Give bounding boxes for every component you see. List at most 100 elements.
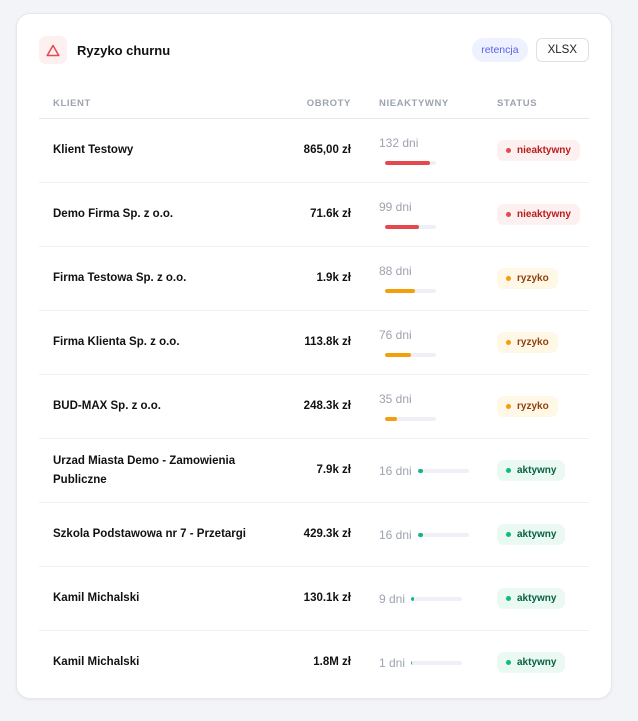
inactivity: 88 dni bbox=[379, 264, 497, 293]
col-turnover: OBROTY bbox=[263, 88, 357, 119]
inactivity-bar bbox=[385, 161, 436, 165]
table-row[interactable]: Klient Testowy 865,00 zł 132 dni nieakty… bbox=[39, 118, 589, 183]
turnover: 130.1k zł bbox=[263, 566, 357, 631]
status-label: nieaktywny bbox=[517, 209, 571, 220]
inactive-days: 99 dni bbox=[379, 200, 412, 214]
status-badge: ryzyko bbox=[497, 332, 558, 353]
col-status: STATUS bbox=[497, 88, 589, 119]
inactivity-bar bbox=[385, 225, 436, 229]
col-inactive: NIEAKTYWNY bbox=[357, 88, 497, 119]
inactive-days: 16 dni bbox=[379, 463, 412, 478]
inactive-days: 35 dni bbox=[379, 392, 412, 406]
card-header: Ryzyko churnu retencja XLSX bbox=[39, 36, 589, 64]
table-row[interactable]: Demo Firma Sp. z o.o. 71.6k zł 99 dni ni… bbox=[39, 182, 589, 247]
turnover: 113.8k zł bbox=[263, 310, 357, 375]
inactive-days: 88 dni bbox=[379, 264, 412, 278]
status-dot-icon bbox=[506, 468, 511, 473]
turnover: 1.9k zł bbox=[263, 246, 357, 311]
inactivity: 16 dni bbox=[379, 464, 497, 478]
table-row[interactable]: Kamil Michalski 1.8M zł 1 dni aktywny bbox=[39, 631, 589, 695]
status-label: ryzyko bbox=[517, 337, 549, 348]
inactivity: 16 dni bbox=[379, 528, 497, 542]
turnover: 1.8M zł bbox=[313, 656, 351, 668]
inactivity: 9 dni bbox=[379, 592, 497, 606]
client-name: Demo Firma Sp. z o.o. bbox=[39, 182, 263, 247]
inactivity-bar-fill bbox=[411, 660, 413, 665]
table-row[interactable]: BUD-MAX Sp. z o.o. 248.3k zł 35 dni ryzy… bbox=[39, 374, 589, 439]
client-name: Firma Klienta Sp. z o.o. bbox=[39, 310, 263, 375]
turnover: 429.3k zł bbox=[263, 502, 357, 567]
col-client: KLIENT bbox=[39, 88, 263, 119]
inactivity-bar-fill bbox=[411, 596, 415, 601]
status-label: ryzyko bbox=[517, 401, 549, 412]
inactive-days: 132 dni bbox=[379, 136, 419, 150]
inactive-days: 16 dni bbox=[379, 527, 412, 542]
status-label: aktywny bbox=[517, 465, 557, 476]
churn-risk-card: Ryzyko churnu retencja XLSX KLIENT OBROT… bbox=[16, 13, 612, 699]
table-row[interactable]: Urzad Miasta Demo - Zamowienia Publiczne… bbox=[39, 438, 589, 503]
client-name: Kamil Michalski bbox=[39, 566, 263, 631]
turnover: 865,00 zł bbox=[263, 118, 357, 183]
status-dot-icon bbox=[506, 596, 511, 601]
inactivity: 1 dni bbox=[379, 656, 497, 670]
turnover: 71.6k zł bbox=[263, 182, 357, 247]
status-badge: ryzyko bbox=[497, 268, 558, 289]
inactivity-bar-fill bbox=[417, 532, 424, 537]
status-dot-icon bbox=[506, 660, 511, 665]
table-row[interactable]: Firma Testowa Sp. z o.o. 1.9k zł 88 dni … bbox=[39, 246, 589, 311]
inactivity-bar-fill bbox=[385, 353, 411, 357]
inactivity-bar-fill bbox=[385, 289, 415, 293]
status-label: aktywny bbox=[517, 657, 557, 668]
status-badge: ryzyko bbox=[497, 396, 558, 417]
inactivity-bar bbox=[411, 660, 463, 665]
inactivity-bar bbox=[385, 417, 436, 421]
card-title: Ryzyko churnu bbox=[77, 42, 171, 58]
inactive-days: 76 dni bbox=[379, 328, 412, 342]
inactive-days: 1 dni bbox=[379, 655, 406, 670]
client-name: Klient Testowy bbox=[39, 118, 263, 183]
status-label: aktywny bbox=[517, 593, 557, 604]
status-badge: aktywny bbox=[497, 588, 566, 609]
status-dot-icon bbox=[506, 212, 511, 217]
status-badge: aktywny bbox=[497, 524, 566, 545]
inactivity-bar-fill bbox=[385, 161, 430, 165]
inactivity-bar bbox=[417, 468, 469, 473]
inactivity-bar bbox=[411, 596, 463, 601]
status-label: ryzyko bbox=[517, 273, 549, 284]
table-row[interactable]: Szkola Podstawowa nr 7 - Przetargi 429.3… bbox=[39, 502, 589, 567]
inactivity-bar-fill bbox=[385, 225, 419, 229]
status-dot-icon bbox=[506, 148, 511, 153]
inactivity-bar bbox=[385, 289, 436, 293]
status-dot-icon bbox=[506, 276, 511, 281]
table-row[interactable]: Kamil Michalski 130.1k zł 9 dni aktywny bbox=[39, 566, 589, 631]
status-dot-icon bbox=[506, 340, 511, 345]
inactivity-bar-fill bbox=[385, 417, 397, 421]
inactivity: 99 dni bbox=[379, 200, 497, 229]
turnover: 7.9k zł bbox=[263, 438, 357, 503]
status-dot-icon bbox=[506, 404, 511, 409]
inactivity: 132 dni bbox=[379, 136, 497, 165]
status-dot-icon bbox=[506, 532, 511, 537]
status-badge: aktywny bbox=[497, 652, 566, 673]
client-name: Kamil Michalski bbox=[53, 656, 140, 668]
status-label: nieaktywny bbox=[517, 145, 571, 156]
client-name: Firma Testowa Sp. z o.o. bbox=[39, 246, 263, 311]
retention-tag: retencja bbox=[472, 38, 528, 62]
table-row[interactable]: Firma Klienta Sp. z o.o. 113.8k zł 76 dn… bbox=[39, 310, 589, 375]
inactivity-bar bbox=[385, 353, 436, 357]
status-badge: nieaktywny bbox=[497, 140, 580, 161]
inactivity: 76 dni bbox=[379, 328, 497, 357]
status-badge: nieaktywny bbox=[497, 204, 580, 225]
warning-triangle-icon bbox=[39, 36, 67, 64]
inactivity-bar bbox=[417, 532, 469, 537]
status-label: aktywny bbox=[517, 529, 557, 540]
inactive-days: 9 dni bbox=[379, 591, 406, 606]
status-badge: aktywny bbox=[497, 460, 566, 481]
export-xlsx-button[interactable]: XLSX bbox=[535, 38, 589, 62]
client-name: BUD-MAX Sp. z o.o. bbox=[39, 374, 263, 439]
client-name: Szkola Podstawowa nr 7 - Przetargi bbox=[39, 502, 263, 567]
inactivity-bar-fill bbox=[417, 468, 424, 473]
client-name: Urzad Miasta Demo - Zamowienia Publiczne bbox=[39, 438, 263, 503]
churn-table: KLIENT OBROTY NIEAKTYWNY STATUS Klient T… bbox=[39, 88, 589, 694]
inactivity: 35 dni bbox=[379, 392, 497, 421]
